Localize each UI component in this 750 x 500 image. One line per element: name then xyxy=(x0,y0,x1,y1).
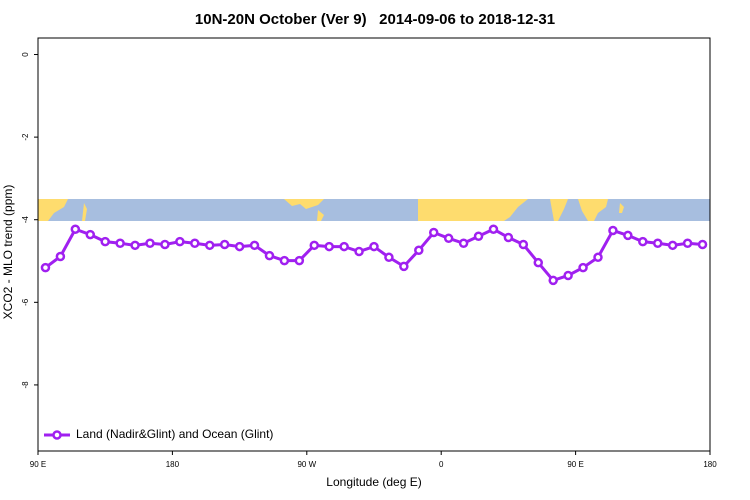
marker xyxy=(85,229,96,240)
legend-marker xyxy=(52,430,62,440)
chart-title: 10N-20N October (Ver 9) 2014-09-06 to 20… xyxy=(195,11,555,28)
marker xyxy=(563,270,573,281)
marker xyxy=(309,240,320,251)
marker xyxy=(115,238,125,249)
marker xyxy=(369,241,379,252)
marker xyxy=(324,241,334,252)
marker xyxy=(249,240,260,251)
marker xyxy=(100,236,110,247)
map-strip xyxy=(38,199,710,221)
y-tick-label: -2 xyxy=(21,133,30,141)
marker xyxy=(190,238,200,249)
y-tick-label: -6 xyxy=(21,298,30,306)
marker xyxy=(488,224,499,234)
y-tick-label: 0 xyxy=(21,52,30,57)
marker xyxy=(578,262,588,273)
y-tick-label: -4 xyxy=(21,216,30,224)
marker xyxy=(384,252,394,263)
y-tick-label: -8 xyxy=(21,381,30,389)
marker xyxy=(55,251,66,262)
legend-label: Land (Nadir&Glint) and Ocean (Glint) xyxy=(76,427,273,441)
marker xyxy=(548,275,558,286)
marker xyxy=(443,233,454,244)
marker xyxy=(175,236,185,247)
marker xyxy=(279,255,290,266)
marker xyxy=(593,252,603,263)
marker xyxy=(428,227,439,238)
line xyxy=(44,227,703,283)
x-tick-label: 90 E xyxy=(30,460,46,469)
marker xyxy=(697,239,708,250)
marker xyxy=(652,238,663,249)
marker xyxy=(533,257,544,268)
marker xyxy=(399,261,409,272)
marker xyxy=(219,239,230,250)
marker xyxy=(160,239,170,250)
plot-frame xyxy=(37,37,711,452)
marker xyxy=(204,240,215,251)
marker xyxy=(623,230,633,241)
x-axis-title: Longitude (deg E) xyxy=(326,475,421,489)
x-tick-label: 90 W xyxy=(297,460,316,469)
marker xyxy=(667,240,678,251)
marker xyxy=(638,236,648,247)
y-axis-title: XCO2 - MLO trend (ppm) xyxy=(1,185,15,320)
marker xyxy=(458,238,469,249)
x-tick-label: 90 E xyxy=(567,460,583,469)
marker xyxy=(234,241,245,252)
marker xyxy=(339,241,349,252)
marker xyxy=(40,262,51,273)
marker xyxy=(518,239,529,250)
marker xyxy=(682,238,693,249)
marker xyxy=(503,232,514,243)
marker xyxy=(294,255,305,266)
marker xyxy=(70,224,81,234)
x-tick-label: 0 xyxy=(439,460,444,469)
marker xyxy=(130,240,140,251)
marker xyxy=(145,238,155,249)
marker xyxy=(264,250,275,261)
x-tick-label: 180 xyxy=(703,460,717,469)
marker xyxy=(354,246,364,257)
marker xyxy=(608,225,618,236)
marker xyxy=(414,245,424,256)
marker xyxy=(473,231,484,241)
x-tick-label: 180 xyxy=(166,460,180,469)
